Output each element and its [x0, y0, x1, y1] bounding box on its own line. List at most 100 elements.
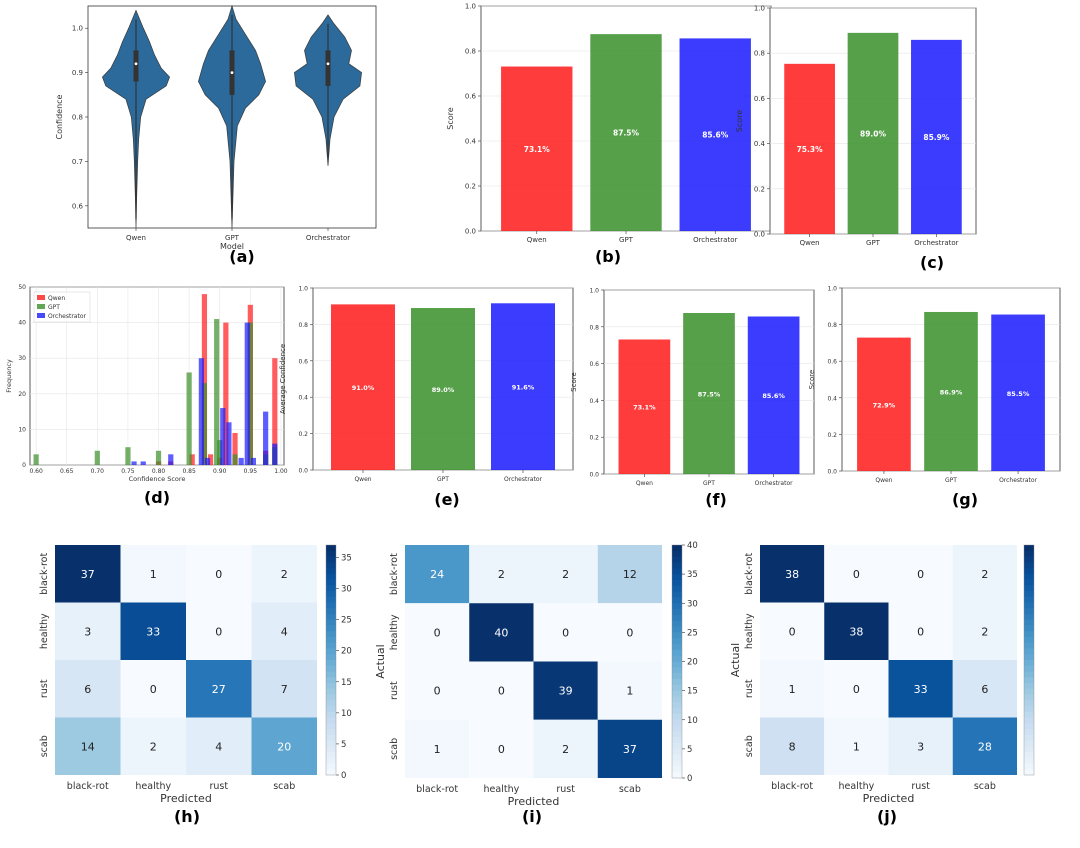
chart-f-ytick-label: 0.2	[589, 435, 599, 442]
heatmap-cell-value: 38	[849, 625, 863, 638]
y-tick-label: scab	[39, 735, 50, 757]
colorbar-segment	[1024, 746, 1034, 753]
heatmap-cell-value: 2	[150, 740, 157, 753]
bar-orchestrator	[747, 316, 800, 474]
heatmap-cell	[824, 602, 889, 660]
chart-f-ytick-label: 0.0	[589, 472, 599, 479]
heatmap-cell	[760, 660, 825, 718]
x-tick-label: GPT	[945, 477, 957, 484]
heatmap-cell-value: 37	[623, 743, 637, 756]
heatmap-cell	[120, 660, 186, 718]
colorbar-tick-label: 20	[687, 658, 698, 668]
heatmap-cell	[952, 717, 1017, 775]
colorbar-segment	[672, 690, 682, 697]
x-tick-label: black-rot	[416, 784, 458, 795]
x-tick-label: Orchestrator	[999, 477, 1037, 484]
heatmap-cell	[55, 545, 121, 603]
heatmap-cell	[120, 717, 186, 775]
colorbar-tick-label: 10	[687, 716, 698, 726]
legend-swatch	[37, 313, 45, 318]
colorbar-tick-label: 10	[341, 709, 352, 719]
chart-e-ytick-label: 0.4	[298, 395, 308, 402]
colorbar-segment	[1024, 631, 1034, 638]
colorbar-segment	[1024, 608, 1034, 615]
y-axis-label: Score	[808, 370, 816, 390]
hist-bar-gpt	[232, 454, 238, 465]
chart-g-ytick-label: 0.6	[827, 359, 837, 366]
chart-b-ytick-label: 0.4	[465, 138, 477, 146]
colorbar-segment	[1024, 602, 1034, 609]
heatmap-cell-value: 14	[81, 740, 95, 753]
bar-value-label: 89.0%	[432, 386, 455, 394]
colorbar-segment	[326, 545, 336, 552]
bar-value-label: 91.0%	[352, 384, 375, 392]
heatmap-cell-value: 4	[281, 625, 288, 638]
hist-bar-qwen	[207, 454, 214, 465]
panel-label-j: (j)	[877, 807, 897, 826]
colorbar-segment	[672, 731, 682, 738]
legend-swatch	[37, 295, 45, 300]
colorbar-segment	[1024, 769, 1034, 776]
bar-gpt	[411, 308, 475, 470]
x-tick-label: 0.60	[29, 468, 43, 475]
heatmap-cell-value: 0	[498, 685, 505, 698]
colorbar-segment	[1024, 717, 1034, 724]
colorbar-segment	[672, 708, 682, 715]
chart-c-ytick-label: 0.4	[754, 140, 766, 148]
colorbar-segment	[1024, 614, 1034, 621]
colorbar-segment	[672, 638, 682, 645]
hist-bar-gpt	[33, 454, 39, 465]
colorbar-segment	[672, 678, 682, 686]
chart-e-ytick-label: 0.2	[298, 431, 308, 438]
hist-bar-qwen	[232, 432, 238, 465]
colorbar-segment	[1024, 579, 1034, 586]
violin-iqr-box	[133, 50, 139, 82]
colorbar-segment	[326, 688, 336, 695]
colorbar-segment	[1024, 694, 1034, 701]
heatmap-cell-value: 0	[917, 625, 924, 638]
colorbar-segment	[1024, 585, 1034, 592]
colorbar-segment	[672, 562, 682, 569]
violin-median	[134, 62, 138, 66]
chart-a-ytick-label: 0.6	[72, 202, 84, 210]
y-tick-label: 40	[18, 320, 26, 327]
heatmap-cell	[120, 545, 186, 603]
heatmap-cell	[824, 660, 889, 718]
x-tick-label: Orchestrator	[306, 234, 350, 242]
hist-bar-gpt	[125, 447, 131, 465]
legend-swatch	[37, 304, 45, 309]
colorbar-segment	[326, 568, 336, 575]
heatmap-cell	[597, 661, 662, 720]
hist-bar-qwen	[223, 322, 229, 465]
bar-qwen	[618, 339, 671, 474]
colorbar-segment	[672, 684, 682, 692]
chart-e-ytick-label: 0.8	[298, 322, 308, 329]
heatmap-cell	[533, 545, 598, 604]
colorbar-segment	[326, 619, 336, 626]
chart-g-ytick-label: 0.8	[827, 322, 837, 329]
colorbar-segment	[326, 734, 336, 741]
colorbar-segment	[326, 706, 336, 713]
bar-value-label: 87.5%	[698, 391, 721, 399]
colorbar-segment	[1024, 683, 1034, 690]
colorbar-segment	[1024, 757, 1034, 764]
heatmap-cell	[824, 545, 889, 603]
chart-c-ytick-label: 0.2	[754, 185, 765, 193]
chart-a-ytick-label: 0.9	[72, 69, 83, 77]
hist-bar-orchestrator	[226, 422, 232, 465]
heatmap-cell	[186, 660, 252, 718]
chart-a-ytick-label: 0.7	[72, 158, 83, 166]
colorbar-segment	[326, 711, 336, 718]
colorbar-segment	[326, 573, 336, 580]
x-tick-label: scab	[273, 781, 295, 792]
colorbar-segment	[672, 620, 682, 628]
bar-gpt	[683, 313, 735, 474]
colorbar-segment	[1024, 711, 1034, 718]
colorbar-tick-label: 15	[687, 687, 698, 697]
y-axis-label: Score	[570, 372, 578, 392]
bar-orchestrator	[679, 38, 751, 232]
panel-label-g: (g)	[952, 490, 978, 509]
y-tick-label: black-rot	[39, 553, 50, 595]
heatmap-cell	[888, 545, 953, 603]
heatmap-cell-value: 0	[789, 625, 796, 638]
